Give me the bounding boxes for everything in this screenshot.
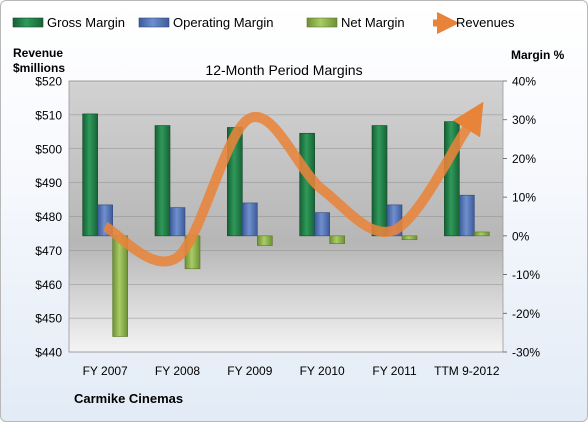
right-tick-label: 40% bbox=[512, 75, 536, 89]
operating-margin-bar bbox=[242, 202, 258, 237]
operating-margin-bar bbox=[169, 207, 186, 237]
left-tick-label: $460 bbox=[35, 278, 62, 292]
revenues-legend-label: Revenues bbox=[456, 15, 515, 30]
net-margin-bar bbox=[401, 235, 418, 241]
left-axis-label-line2: $millions bbox=[13, 61, 65, 75]
right-tick-label: -20% bbox=[512, 307, 540, 321]
category-label: FY 2007 bbox=[83, 364, 128, 378]
chart-title: 12-Month Period Margins bbox=[205, 62, 362, 78]
revenues-line bbox=[102, 101, 484, 267]
left-tick-label: $490 bbox=[35, 176, 62, 190]
left-axis-label-line1: Revenue bbox=[13, 46, 63, 60]
operating-margin-bar bbox=[459, 194, 475, 237]
gross-margin-bar bbox=[371, 125, 388, 237]
left-tick-label: $510 bbox=[35, 108, 62, 122]
right-tick-label: -10% bbox=[512, 268, 540, 282]
right-tick-label: 30% bbox=[512, 113, 536, 127]
company-label: Carmike Cinemas bbox=[74, 391, 183, 406]
left-tick-label: $470 bbox=[35, 244, 62, 258]
right-tick-label: 10% bbox=[512, 191, 536, 205]
category-label: FY 2011 bbox=[372, 364, 417, 378]
net-margin-bar bbox=[474, 231, 490, 237]
operating-margin-legend-label: Operating Margin bbox=[173, 15, 273, 30]
left-tick-label: $520 bbox=[35, 75, 62, 89]
category-label: FY 2009 bbox=[227, 364, 272, 378]
operating-margin-legend-swatch bbox=[138, 17, 170, 28]
net-margin-bar bbox=[112, 235, 128, 337]
gross-margin-bar bbox=[82, 113, 98, 237]
net-margin-bar bbox=[329, 235, 345, 244]
net-margin-legend-swatch bbox=[306, 17, 338, 28]
gross-margin-legend-swatch bbox=[12, 17, 44, 28]
operating-margin-bar bbox=[314, 212, 330, 237]
right-tick-label: -30% bbox=[512, 346, 540, 360]
left-tick-label: $450 bbox=[35, 312, 62, 326]
right-tick-label: 20% bbox=[512, 152, 536, 166]
category-label: TTM 9-2012 bbox=[434, 364, 500, 378]
plot-area: $520 $510 $500 $490 $480 $470 $460 $450 $440 40% 3… bbox=[35, 75, 540, 379]
gross-margin-bar bbox=[154, 125, 171, 237]
legend: Gross Margin Operating Margin Net Margin Re… bbox=[12, 11, 515, 35]
net-margin-bar bbox=[257, 235, 273, 246]
right-axis-label: Margin % bbox=[511, 48, 565, 62]
category-label: FY 2008 bbox=[155, 364, 200, 378]
left-tick-label: $500 bbox=[35, 142, 62, 156]
net-margin-legend-label: Net Margin bbox=[341, 15, 405, 30]
left-tick-label: $440 bbox=[35, 346, 62, 360]
category-label: FY 2010 bbox=[300, 364, 345, 378]
right-tick-label: 0% bbox=[512, 229, 530, 243]
left-tick-label: $480 bbox=[35, 210, 62, 224]
gross-margin-legend-label: Gross Margin bbox=[47, 15, 125, 30]
